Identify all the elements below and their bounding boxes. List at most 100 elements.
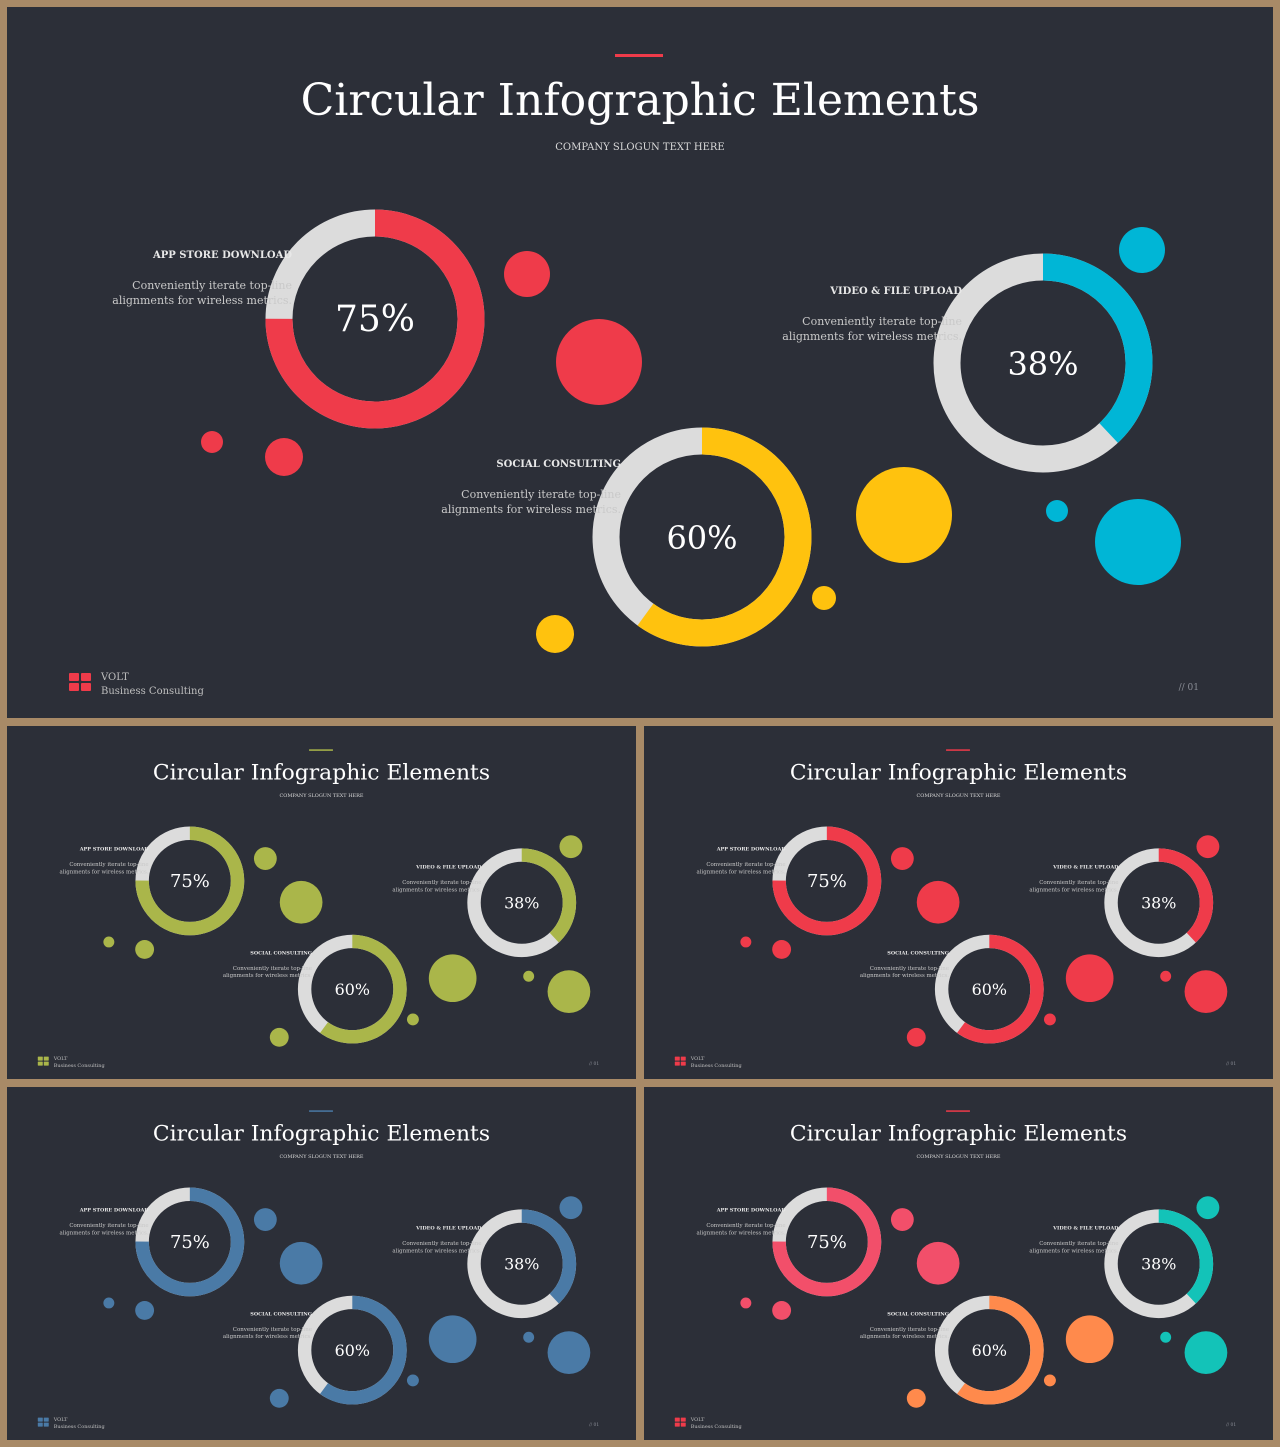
- title-accent-bar: [309, 1110, 333, 1112]
- decorative-dot: [265, 438, 303, 476]
- slide-title: Circular Infographic Elements: [153, 1122, 490, 1147]
- slide-canvas: Circular Infographic Elements COMPANY SLO…: [674, 749, 1236, 1069]
- item-description: alignments for wireless metrics.: [223, 1334, 312, 1340]
- item-description: alignments for wireless metrics.: [59, 869, 148, 875]
- decorative-dot: [1184, 970, 1228, 1013]
- progress-ring-1: 75% APP STORE DOWNLOAD Conveniently iterat…: [696, 1187, 882, 1297]
- ring-percent: 38%: [1007, 345, 1078, 383]
- item-description: Conveniently iterate top-line: [1039, 1241, 1118, 1247]
- item-description: Conveniently iterate top-line: [706, 862, 785, 868]
- ring-percent: 75%: [807, 871, 847, 892]
- progress-ring-2: 60% SOCIAL CONSULTING Conveniently iterate…: [223, 934, 407, 1044]
- item-description: alignments for wireless metrics.: [1029, 887, 1118, 893]
- decorative-dot: [812, 586, 836, 610]
- item-label: VIDEO & FILE UPLOAD: [829, 286, 962, 297]
- decorative-dot: [406, 1013, 419, 1026]
- item-description: alignments for wireless metrics.: [59, 1230, 148, 1236]
- brand-tagline: Business Consulting: [54, 1424, 106, 1430]
- progress-ring-1: 75% APP STORE DOWNLOAD Conveniently iterat…: [59, 826, 245, 936]
- brand-tagline: Business Consulting: [691, 1424, 743, 1430]
- decorative-dot: [740, 936, 752, 948]
- slide-slogan: COMPANY SLOGUN TEXT HERE: [917, 1154, 1001, 1160]
- slide-canvas: Circular Infographic Elements COMPANY SLO…: [37, 749, 599, 1069]
- item-label: SOCIAL CONSULTING: [496, 459, 621, 470]
- decorative-dot: [536, 615, 574, 653]
- item-description: alignments for wireless metrics.: [696, 1230, 785, 1236]
- ring-percent: 38%: [504, 894, 539, 913]
- decorative-dot: [523, 970, 535, 982]
- decorative-dot: [504, 251, 550, 297]
- decorative-dot: [1196, 835, 1220, 859]
- decorative-dot: [279, 1241, 323, 1285]
- decorative-dot: [740, 1297, 752, 1309]
- decorative-dot: [1046, 500, 1068, 522]
- slide-main[interactable]: Circular Infographic Elements COMPANY SLO…: [7, 7, 1273, 718]
- item-label: VIDEO & FILE UPLOAD: [415, 864, 482, 870]
- ring-percent: 60%: [972, 980, 1007, 999]
- ring-progress: [297, 934, 407, 1044]
- brand-name: VOLT: [690, 1056, 705, 1062]
- brand-logo-icon: [69, 673, 91, 691]
- item-description: Conveniently iterate top-line: [402, 1241, 481, 1247]
- decorative-dot: [1160, 1331, 1172, 1343]
- progress-ring-3: 38% VIDEO & FILE UPLOAD Conveniently itera…: [1029, 848, 1214, 958]
- progress-ring-2: 60% SOCIAL CONSULTING Conveniently iterate…: [860, 934, 1044, 1044]
- decorative-dot: [772, 1300, 792, 1320]
- progress-ring-1: 75% APP STORE DOWNLOAD Conveniently iterat…: [112, 209, 485, 429]
- item-description: Conveniently iterate top-line: [706, 1223, 785, 1229]
- item-description: Conveniently iterate top-line: [1039, 880, 1118, 886]
- slide-thumb-red[interactable]: Circular Infographic Elements COMPANY SLO…: [644, 726, 1273, 1079]
- decorative-dot: [916, 880, 960, 924]
- item-label: VIDEO & FILE UPLOAD: [1052, 864, 1119, 870]
- item-description: Conveniently iterate top-line: [233, 1327, 312, 1333]
- brand-name: VOLT: [53, 1056, 68, 1062]
- brand-name: VOLT: [53, 1417, 68, 1423]
- ring-progress: [772, 826, 882, 936]
- progress-ring-3: 38% VIDEO & FILE UPLOAD Conveniently itera…: [392, 1209, 577, 1319]
- title-accent-bar: [615, 54, 663, 57]
- decorative-dot: [1043, 1013, 1056, 1026]
- slide-title: Circular Infographic Elements: [153, 761, 490, 786]
- decorative-dot: [890, 847, 914, 870]
- brand-name: VOLT: [690, 1417, 705, 1423]
- ring-progress: [135, 826, 245, 936]
- decorative-dot: [428, 1315, 477, 1364]
- decorative-dot: [916, 1241, 960, 1285]
- decorative-dot: [1119, 227, 1165, 273]
- decorative-dot: [279, 880, 323, 924]
- ring-percent: 75%: [807, 1232, 847, 1253]
- ring-progress: [1104, 1209, 1214, 1319]
- item-description: Conveniently iterate top-line: [69, 1223, 148, 1229]
- slide-canvas: Circular Infographic Elements COMPANY SLO…: [37, 1110, 599, 1430]
- ring-percent: 75%: [335, 299, 415, 340]
- item-description: Conveniently iterate top-line: [870, 966, 949, 972]
- title-accent-bar: [946, 1110, 970, 1112]
- ring-progress: [297, 1295, 407, 1405]
- brand-name: VOLT: [100, 672, 129, 683]
- decorative-dot: [906, 1027, 926, 1047]
- ring-progress: [135, 1187, 245, 1297]
- ring-percent: 60%: [666, 519, 737, 557]
- progress-ring-2: 60% SOCIAL CONSULTING Conveniently iterate…: [441, 427, 812, 647]
- item-description: Conveniently iterate top-line: [69, 862, 148, 868]
- decorative-dot: [269, 1388, 289, 1408]
- decorative-dot: [103, 1297, 115, 1309]
- slide-thumb-green[interactable]: Circular Infographic Elements COMPANY SLO…: [7, 726, 636, 1079]
- brand-tagline: Business Consulting: [691, 1063, 743, 1069]
- item-description: Conveniently iterate top-line: [132, 279, 292, 292]
- slide-thumb-blue[interactable]: Circular Infographic Elements COMPANY SLO…: [7, 1087, 636, 1440]
- decorative-dot: [1095, 499, 1181, 585]
- decorative-dot: [1065, 1315, 1114, 1364]
- item-description: Conveniently iterate top-line: [461, 488, 621, 501]
- decorative-dot: [406, 1374, 419, 1387]
- slide-thumb-multicolor[interactable]: Circular Infographic Elements COMPANY SLO…: [644, 1087, 1273, 1440]
- decorative-dot: [559, 1196, 583, 1220]
- decorative-dot: [1065, 954, 1114, 1003]
- progress-ring-2: 60% SOCIAL CONSULTING Conveniently iterate…: [860, 1295, 1044, 1405]
- slide-title: Circular Infographic Elements: [301, 75, 980, 126]
- title-accent-bar: [309, 749, 333, 751]
- decorative-dot: [772, 939, 792, 959]
- item-label: APP STORE DOWNLOAD: [716, 847, 787, 853]
- decorative-dot: [428, 954, 477, 1003]
- decorative-dot: [556, 319, 642, 405]
